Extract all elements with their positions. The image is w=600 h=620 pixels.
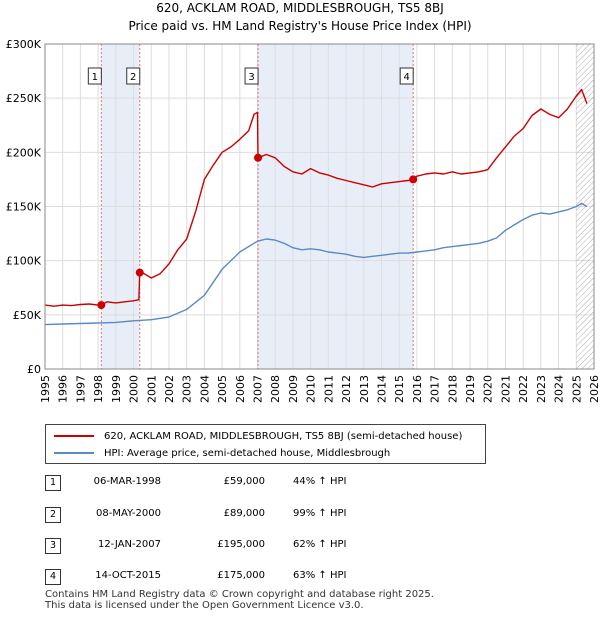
sale-point <box>409 175 418 184</box>
sale-hpi-change: 44% ↑ HPI <box>293 476 347 487</box>
x-tick-label: 2004 <box>198 375 211 403</box>
plot-frame <box>44 43 595 370</box>
x-tick-label: 2018 <box>446 375 459 403</box>
x-tick-label: 2012 <box>340 375 353 403</box>
y-tick-label: £100K <box>6 255 42 268</box>
sale-hpi-change: 99% ↑ HPI <box>293 508 347 519</box>
legend-item-hpi: HPI: Average price, semi-detached house,… <box>54 445 390 461</box>
x-tick-label: 1996 <box>57 375 70 403</box>
x-tick-label: 2001 <box>145 375 158 403</box>
x-tick-label: 2006 <box>234 375 247 403</box>
sale-date: 08-MAY-2000 <box>95 508 161 519</box>
y-tick-label: £300K <box>6 38 42 51</box>
x-tick-label: 2008 <box>269 375 282 403</box>
x-tick-label: 2005 <box>216 375 229 403</box>
sale-price: £59,000 <box>223 476 265 487</box>
x-tick-label: 2011 <box>322 375 335 403</box>
sale-label-box <box>126 67 141 85</box>
x-tick-label: 2003 <box>181 375 194 403</box>
x-tick-label: 2015 <box>393 375 406 403</box>
x-tick-label: 2019 <box>464 375 477 403</box>
y-tick-label: £150K <box>6 201 42 214</box>
x-tick-label: 2022 <box>517 375 530 403</box>
x-tick-label: 2009 <box>287 375 300 403</box>
x-tick-label: 2014 <box>375 375 388 403</box>
sale-date: 14-OCT-2015 <box>95 570 161 581</box>
sale-row: 3 12-JAN-2007 £195,000 62% ↑ HPI <box>45 538 565 556</box>
sale-point <box>254 153 263 162</box>
x-tick-label: 2020 <box>482 375 495 403</box>
legend-swatch-price <box>54 435 94 437</box>
legend-item-price: 620, ACKLAM ROAD, MIDDLESBROUGH, TS5 8BJ… <box>54 428 462 444</box>
legend: 620, ACKLAM ROAD, MIDDLESBROUGH, TS5 8BJ… <box>45 424 486 464</box>
x-tick-label: 2013 <box>358 375 371 403</box>
sale-row: 1 06-MAR-1998 £59,000 44% ↑ HPI <box>45 475 565 493</box>
sale-hpi-change: 63% ↑ HPI <box>293 570 347 581</box>
forecast-hatch <box>576 44 594 369</box>
sale-point <box>135 268 144 277</box>
sale-row: 2 08-MAY-2000 £89,000 99% ↑ HPI <box>45 507 565 525</box>
y-tick-label: £0 <box>27 363 41 376</box>
sale-hpi-change: 62% ↑ HPI <box>293 539 347 550</box>
sale-number: 3 <box>45 538 61 554</box>
footer-licence: This data is licensed under the Open Gov… <box>45 600 364 611</box>
legend-label-hpi: HPI: Average price, semi-detached house,… <box>104 447 391 459</box>
y-tick-label: £50K <box>13 309 42 322</box>
sale-number: 4 <box>45 569 61 585</box>
sale-price: £175,000 <box>217 570 265 581</box>
x-tick-label: 1995 <box>39 375 52 403</box>
x-tick-label: 2021 <box>499 375 512 403</box>
x-tick-label: 2017 <box>429 375 442 403</box>
sale-number: 2 <box>45 507 61 523</box>
x-tick-label: 2007 <box>252 375 265 403</box>
legend-swatch-hpi <box>54 452 94 454</box>
sale-price: £89,000 <box>223 508 265 519</box>
x-tick-label: 2025 <box>570 375 583 403</box>
x-tick-label: 1999 <box>110 375 123 403</box>
sale-price: £195,000 <box>217 539 265 550</box>
price-paid-line <box>44 88 588 307</box>
x-tick-label: 2000 <box>128 375 141 403</box>
x-tick-label: 1997 <box>74 375 87 403</box>
sale-label: 1 <box>92 72 98 83</box>
sale-point <box>97 301 106 310</box>
hpi-line <box>44 202 588 326</box>
sale-number: 1 <box>45 475 61 491</box>
x-tick-label: 2024 <box>553 375 566 403</box>
x-tick-label: 2016 <box>411 375 424 403</box>
sale-date: 06-MAR-1998 <box>93 476 161 487</box>
chart-area: 1 2 3 4 £0 £50K £100K £150K £200K £250K £300K 1995… <box>6 38 600 403</box>
sale-label: 4 <box>403 72 409 83</box>
sale-label-box <box>244 67 259 85</box>
x-tick-label: 2026 <box>588 375 600 403</box>
sale-date: 12-JAN-2007 <box>97 539 161 550</box>
sale-row: 4 14-OCT-2015 £175,000 63% ↑ HPI <box>45 569 565 587</box>
x-tick-label: 2010 <box>305 375 318 403</box>
footer-copyright: Contains HM Land Registry data © Crown c… <box>45 589 434 600</box>
y-tick-label: £250K <box>6 92 42 105</box>
y-tick-label: £200K <box>6 146 42 159</box>
x-tick-label: 2023 <box>535 375 548 403</box>
sale-label: 3 <box>248 72 254 83</box>
x-tick-label: 1998 <box>92 375 105 403</box>
chart-subtitle: Price paid vs. HM Land Registry's House … <box>128 19 472 33</box>
x-tick-label: 2002 <box>163 375 176 403</box>
chart-title: 620, ACKLAM ROAD, MIDDLESBROUGH, TS5 8BJ <box>156 1 444 15</box>
legend-label-price: 620, ACKLAM ROAD, MIDDLESBROUGH, TS5 8BJ… <box>104 430 463 442</box>
sale-label-box <box>87 67 102 85</box>
sale-label-box <box>399 67 414 85</box>
sale-label: 2 <box>130 72 136 83</box>
